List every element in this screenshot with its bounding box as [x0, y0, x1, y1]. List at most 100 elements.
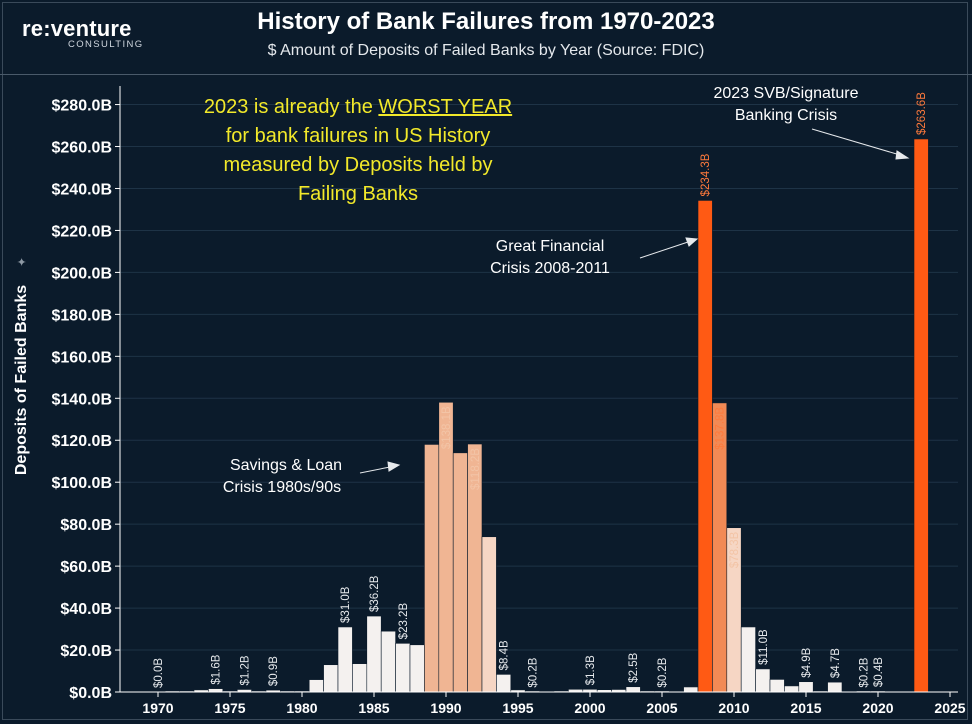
bar-value-label: $263.6B: [916, 92, 928, 135]
bar-2011: [740, 626, 756, 693]
chart-subtitle: $ Amount of Deposits of Failed Banks by …: [267, 42, 705, 59]
bar-value-label: $1.6B: [211, 654, 223, 684]
bar-2014: [784, 685, 800, 693]
x-tick-label: 1990: [430, 700, 461, 716]
bar-value-label: $0.2B: [657, 657, 669, 687]
bar-value-label: $78.3B: [729, 531, 741, 568]
bar-2017: [827, 681, 843, 693]
bar-2007: [683, 686, 699, 693]
annotation-arrows: [359, 128, 910, 474]
y-axis-ticks: $0.0B $20.0B $40.0B $60.0B $80.0B $100.0B $120…: [52, 98, 120, 702]
bar-1982: [323, 664, 339, 693]
bar-value-label: $4.7B: [830, 648, 842, 678]
bar-value-label: $118.2B: [470, 448, 482, 490]
y-axis-title: Deposits of Failed Banks: [13, 285, 30, 475]
bar-series: [164, 138, 929, 693]
x-tick-label: 2025: [934, 700, 965, 716]
y-tick-label: $240.0B: [52, 181, 113, 198]
bar-value-label: $0.2B: [859, 657, 871, 687]
bar-1974: [208, 688, 224, 693]
bar-2023: [913, 138, 929, 693]
callout-line-4: Failing Banks: [298, 183, 418, 205]
bar-value-labels: $0.0B $1.6B $1.2B $0.9B $31.0B $36.2B $23.2B $1…: [153, 92, 928, 688]
gridlines: [120, 104, 958, 651]
y-tick-label: $140.0B: [52, 391, 113, 408]
worst-year-callout: 2023 is already the WORST YEAR for bank …: [204, 96, 512, 205]
y-tick-label: $260.0B: [52, 140, 113, 157]
bar-2015: [798, 681, 814, 693]
svb-arrow: [811, 128, 901, 156]
callout-line-1: 2023 is already the WORST YEAR: [204, 96, 512, 118]
bar-value-label: $36.2B: [369, 575, 381, 612]
y-tick-label: $40.0B: [60, 601, 112, 618]
y-tick-label: $0.0B: [69, 685, 112, 702]
callout-line-2: for bank failures in US History: [226, 125, 491, 147]
gfc-arrowhead: [685, 237, 699, 247]
bar-2013: [769, 679, 785, 693]
x-tick-label: 1980: [286, 700, 317, 716]
bar-value-label: $4.9B: [801, 647, 813, 677]
x-tick-label: 2020: [862, 700, 893, 716]
svb-annotation-line-1: 2023 SVB/Signature: [714, 85, 859, 102]
y-tick-label: $200.0B: [52, 265, 113, 282]
svb-annotation-line-2: Banking Crisis: [735, 107, 837, 124]
header: re:venture CONSULTING History of Bank Fa…: [0, 0, 972, 75]
bar-value-label: $0.4B: [873, 657, 885, 687]
bar-1985: [366, 615, 382, 693]
sl-arrowhead: [387, 461, 401, 472]
y-tick-label: $160.0B: [52, 349, 113, 366]
x-tick-label: 2015: [790, 700, 821, 716]
bar-1981: [308, 679, 324, 693]
y-tick-label: $60.0B: [60, 559, 112, 576]
x-tick-label: 1995: [502, 700, 533, 716]
bar-value-label: $31.0B: [340, 586, 352, 623]
bar-value-label: $8.4B: [499, 640, 511, 670]
y-tick-label: $80.0B: [60, 517, 112, 534]
bar-1987: [395, 643, 411, 693]
bar-value-label: $23.2B: [398, 603, 410, 640]
sl-annotation-line-1: Savings & Loan: [230, 457, 342, 474]
bar-value-label: $138.1B: [441, 406, 453, 449]
y-tick-label: $220.0B: [52, 223, 113, 240]
bar-value-label: $0.0B: [153, 658, 165, 688]
bar-2003: [625, 686, 641, 693]
bar-1993: [481, 536, 497, 693]
bar-value-label: $234.3B: [700, 153, 712, 196]
bar-1989: [424, 444, 440, 693]
bar-1984: [352, 663, 368, 693]
y-tick-label: $180.0B: [52, 307, 113, 324]
y-tick-label: $20.0B: [60, 643, 112, 660]
chart-title: History of Bank Failures from 1970-2023: [257, 8, 715, 35]
bar-1983: [337, 626, 353, 693]
bar-value-label: $2.5B: [628, 652, 640, 682]
x-tick-label: 2000: [574, 700, 605, 716]
x-tick-label: 1970: [142, 700, 173, 716]
x-tick-label: 2010: [718, 700, 749, 716]
bar-2012: [755, 668, 771, 693]
bar-1988: [409, 644, 425, 693]
company-logo-subtitle: CONSULTING: [68, 39, 144, 50]
gfc-arrow: [639, 241, 689, 259]
company-logo: re:venture: [22, 16, 132, 41]
y-tick-label: $100.0B: [52, 475, 113, 492]
x-tick-label: 2005: [646, 700, 677, 716]
y-tick-label: $120.0B: [52, 433, 113, 450]
bar-1986: [380, 630, 396, 693]
annotations: 2023 SVB/Signature Banking Crisis Great …: [223, 85, 859, 496]
callout-line-3: measured by Deposits held by: [223, 154, 492, 176]
bar-2008: [697, 200, 713, 693]
bar-1994: [496, 674, 512, 693]
bar-value-label: $1.2B: [239, 655, 251, 685]
bar-value-label: $137.8B: [715, 407, 727, 450]
pin-icon: ✦: [15, 257, 29, 267]
x-axis-ticks: 1970 1975 1980 1985 1990 1995 2000 2005 2010 2015…: [142, 692, 966, 716]
sl-annotation-line-2: Crisis 1980s/90s: [223, 479, 341, 496]
bar-value-label: $11.0B: [758, 629, 770, 665]
x-axis: [119, 86, 958, 693]
gfc-annotation-line-1: Great Financial: [496, 238, 605, 255]
x-tick-label: 1985: [358, 700, 389, 716]
bar-value-label: $0.2B: [527, 657, 539, 687]
bar-value-label: $0.9B: [268, 656, 280, 686]
